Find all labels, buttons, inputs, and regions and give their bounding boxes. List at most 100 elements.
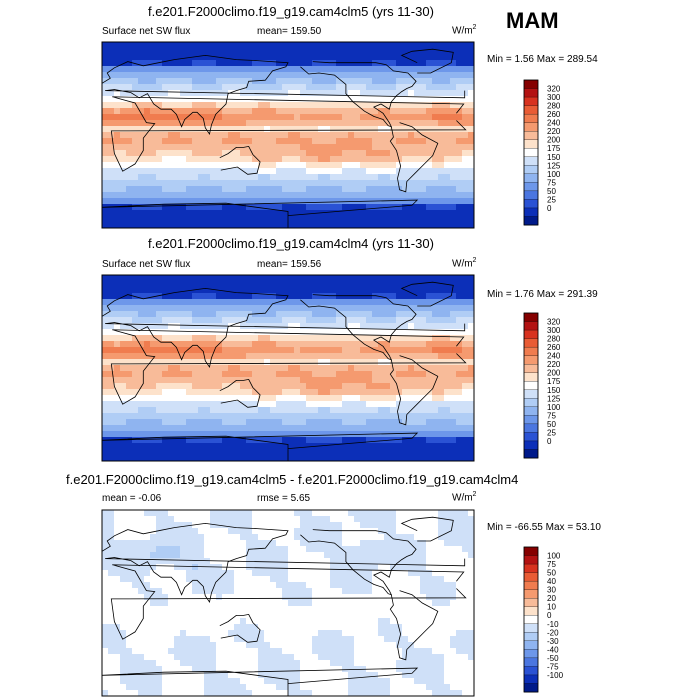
map-cell [174,204,181,211]
map-cell [426,546,433,553]
map-cell [438,407,445,414]
map-cell [330,102,337,109]
map-cell [354,347,361,354]
map-cell [216,198,223,205]
map-cell [438,120,445,127]
map-cell [408,552,415,559]
map-cell [402,102,409,109]
map-cell [330,293,337,300]
map-cell [198,510,205,517]
map-cell [282,606,289,613]
map-cell [402,377,409,384]
map-cell [396,594,403,601]
map-cell [402,126,409,133]
map-cell [408,90,415,97]
map-cell [144,552,151,559]
map-cell [378,413,385,420]
map-cell [306,425,313,432]
coastline [219,378,261,408]
map-cell [108,317,115,324]
map-cell [258,419,265,426]
map-cell [174,522,181,529]
map-cell [108,546,115,553]
map-cell [396,576,403,583]
map-cell [318,102,325,109]
map-cell [246,317,253,324]
map-cell [336,144,343,151]
map-cell [240,78,247,85]
map-cell [228,222,235,229]
map-cell [408,510,415,517]
map-cell [174,42,181,49]
map-cell [468,335,475,342]
map-cell [210,522,217,529]
map-cell [360,600,367,607]
map-cell [258,144,265,151]
map-cell [270,606,277,613]
map-cell [180,431,187,438]
map-cell [162,48,169,55]
map-cell [270,198,277,205]
map-cell [156,588,163,595]
map-cell [114,582,121,589]
map-cell [306,114,313,121]
map-cell [180,275,187,282]
map-cell [294,510,301,517]
map-cell [186,96,193,103]
map-cell [390,192,397,199]
map-cell [336,102,343,109]
map-cell [384,600,391,607]
map-cell [168,443,175,450]
map-cell [150,90,157,97]
map-cell [234,353,241,360]
colorbar-swatch [523,139,539,149]
map-cell [150,564,157,571]
map-cell [276,389,283,396]
map-cell [300,311,307,318]
map-cell [390,78,397,85]
map-cell [252,144,259,151]
map-cell [360,299,367,306]
map-cell [456,186,463,193]
map-cell [204,359,211,366]
map-cell [102,174,109,181]
map-cell [228,347,235,354]
map-cell [156,90,163,97]
map-cell [468,120,475,127]
map-cell [402,72,409,79]
map-cell [204,606,211,613]
map-cell [462,198,469,205]
map-cell [186,419,193,426]
map-cell [342,174,349,181]
map-cell [324,558,331,565]
map-cell [150,395,157,402]
map-cell [336,311,343,318]
map-cell [204,156,211,163]
map-cell [228,299,235,306]
map-cell [330,275,337,282]
map-cell [438,204,445,211]
map-cell [162,72,169,79]
map-cell [204,425,211,432]
map-cell [120,275,127,282]
map-cell [102,395,109,402]
map-cell [150,132,157,139]
map-cell [414,216,421,223]
map-cell [390,552,397,559]
map-cell [390,576,397,583]
map-cell [144,329,151,336]
map-cell [366,174,373,181]
map-cell [192,431,199,438]
map-cell [252,198,259,205]
map-cell [420,287,427,294]
map-cell [234,108,241,115]
map-cell [192,311,199,318]
map-cell [330,347,337,354]
map-cell [348,534,355,541]
map-cell [156,359,163,366]
map-cell [216,407,223,414]
map-cell [438,311,445,318]
map-cell [420,552,427,559]
map-cell [198,299,205,306]
map-cell [300,570,307,577]
